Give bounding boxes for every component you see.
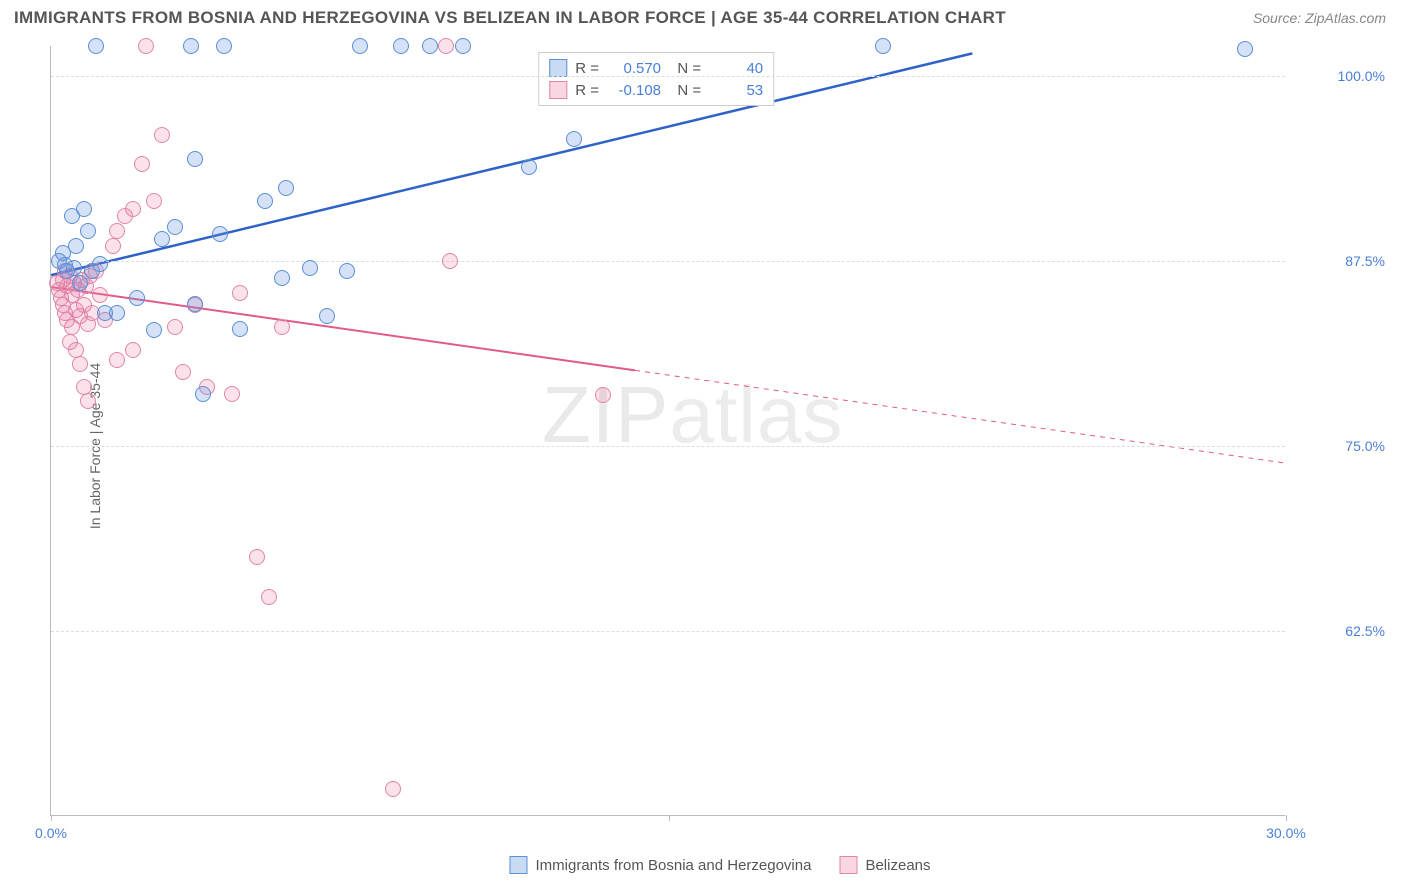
legend-label-b: Belizeans — [865, 857, 930, 874]
data-point — [105, 238, 121, 254]
data-point — [278, 180, 294, 196]
watermark: ZIPatlas — [542, 369, 843, 461]
data-point — [385, 781, 401, 797]
gridline — [51, 631, 1285, 632]
data-point — [76, 379, 92, 395]
data-point — [187, 296, 203, 312]
data-point — [566, 131, 582, 147]
data-point — [88, 38, 104, 54]
legend-label-a: Immigrants from Bosnia and Herzegovina — [535, 857, 811, 874]
data-point — [274, 319, 290, 335]
data-point — [109, 305, 125, 321]
data-point — [134, 156, 150, 172]
x-tick-mark — [51, 815, 52, 821]
gridline — [51, 76, 1285, 77]
data-point — [442, 253, 458, 269]
chart-title: IMMIGRANTS FROM BOSNIA AND HERZEGOVINA V… — [14, 8, 1006, 28]
data-point — [274, 270, 290, 286]
r-value-a: 0.570 — [607, 60, 661, 77]
gridline — [51, 261, 1285, 262]
data-point — [80, 223, 96, 239]
x-tick-mark — [669, 815, 670, 821]
data-point — [438, 38, 454, 54]
r-value-b: -0.108 — [607, 82, 661, 99]
x-tick-label: 30.0% — [1266, 825, 1306, 841]
trend-lines — [51, 46, 1285, 815]
data-point — [216, 38, 232, 54]
data-point — [393, 38, 409, 54]
data-point — [187, 151, 203, 167]
chart-container: In Labor Force | Age 35-44 ZIPatlas R =0… — [50, 46, 1390, 846]
data-point — [129, 290, 145, 306]
data-point — [422, 38, 438, 54]
stats-legend: R =0.570 N =40 R =-0.108 N =53 — [538, 52, 774, 106]
data-point — [80, 393, 96, 409]
data-point — [138, 38, 154, 54]
data-point — [167, 319, 183, 335]
swatch-a-icon — [509, 856, 527, 874]
y-tick-label: 75.0% — [1295, 438, 1385, 454]
plot-area: ZIPatlas R =0.570 N =40 R =-0.108 N =53 … — [50, 46, 1285, 816]
data-point — [92, 256, 108, 272]
stats-row-b: R =-0.108 N =53 — [549, 79, 763, 101]
data-point — [261, 589, 277, 605]
source-label: Source: ZipAtlas.com — [1253, 10, 1386, 26]
x-tick-mark — [1286, 815, 1287, 821]
data-point — [195, 386, 211, 402]
data-point — [167, 219, 183, 235]
data-point — [183, 38, 199, 54]
legend-item-b: Belizeans — [839, 856, 930, 874]
swatch-b-icon — [839, 856, 857, 874]
swatch-b-icon — [549, 81, 567, 99]
data-point — [66, 260, 82, 276]
data-point — [76, 201, 92, 217]
data-point — [154, 231, 170, 247]
data-point — [212, 226, 228, 242]
data-point — [319, 308, 335, 324]
data-point — [232, 285, 248, 301]
data-point — [302, 260, 318, 276]
x-tick-label: 0.0% — [35, 825, 67, 841]
data-point — [146, 193, 162, 209]
n-value-b: 53 — [709, 82, 763, 99]
data-point — [224, 386, 240, 402]
y-tick-label: 62.5% — [1295, 623, 1385, 639]
gridline — [51, 446, 1285, 447]
data-point — [154, 127, 170, 143]
y-tick-label: 100.0% — [1295, 68, 1385, 84]
data-point — [146, 322, 162, 338]
data-point — [92, 287, 108, 303]
legend-item-a: Immigrants from Bosnia and Herzegovina — [509, 856, 811, 874]
swatch-a-icon — [549, 59, 567, 77]
data-point — [1237, 41, 1253, 57]
data-point — [232, 321, 248, 337]
data-point — [875, 38, 891, 54]
data-point — [521, 159, 537, 175]
data-point — [109, 352, 125, 368]
data-point — [455, 38, 471, 54]
data-point — [339, 263, 355, 279]
data-point — [257, 193, 273, 209]
data-point — [125, 342, 141, 358]
data-point — [352, 38, 368, 54]
bottom-legend: Immigrants from Bosnia and Herzegovina B… — [509, 856, 930, 874]
n-value-a: 40 — [709, 60, 763, 77]
data-point — [68, 238, 84, 254]
data-point — [109, 223, 125, 239]
data-point — [125, 201, 141, 217]
data-point — [595, 387, 611, 403]
data-point — [68, 342, 84, 358]
data-point — [175, 364, 191, 380]
y-tick-label: 87.5% — [1295, 253, 1385, 269]
data-point — [72, 275, 88, 291]
data-point — [249, 549, 265, 565]
data-point — [72, 356, 88, 372]
